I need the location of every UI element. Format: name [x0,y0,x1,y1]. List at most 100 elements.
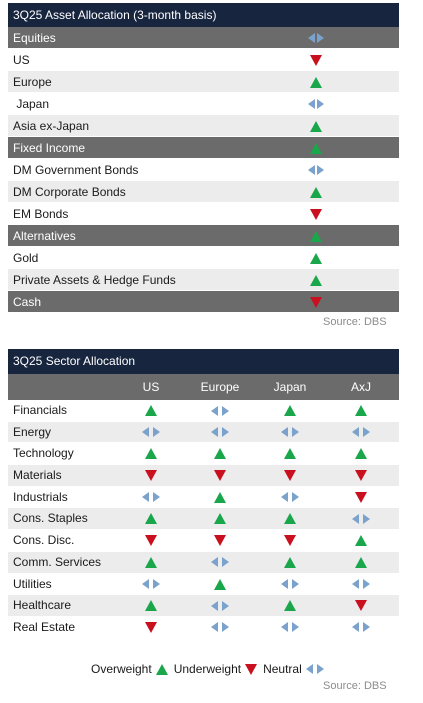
sector-row-utilities: Utilities [8,573,399,596]
asset-row-europe: Europe [8,71,399,93]
neutral-arrows-icon [211,600,229,611]
up-arrow-icon [355,556,367,568]
asset-row-dm-corporate-bonds: DM Corporate Bonds [8,181,399,203]
neutral-arrows-icon [142,492,160,503]
up-arrow-icon [145,556,157,568]
asset-row-asia-ex-japan: Asia ex-Japan [8,115,399,137]
sector-allocation-title: 3Q25 Sector Allocation [8,349,399,374]
sector-signal-us [131,487,171,508]
sector-label: Financials [13,403,68,417]
column-header-europe: Europe [200,380,240,394]
sector-signal-axj [341,400,381,421]
sector-label: Comm. Services [13,554,102,569]
down-arrow-icon [355,491,367,503]
allocation-signal [308,291,324,313]
neutral-arrows-icon [281,579,299,589]
allocation-signal [308,93,324,115]
sector-signal-axj [341,595,381,616]
sector-label: Industrials [13,489,68,504]
neutral-arrows-icon [281,492,299,503]
row-label: DM Corporate Bonds [13,185,126,199]
down-arrow-icon [310,54,322,66]
allocation-signal [308,71,324,93]
sector-label: Technology [13,446,74,461]
up-arrow-icon [355,535,367,547]
neutral-arrows-icon [305,664,324,674]
category-row-fixed-income: Fixed Income [8,137,399,159]
allocation-signal [308,225,324,247]
down-arrow-icon [214,470,226,482]
sector-row-technology: Technology [8,443,399,466]
sector-signal-us [131,530,171,551]
row-label: Gold [13,251,39,265]
legend-underweight-label: Underweight [173,662,242,676]
sector-signal-japan [270,530,310,551]
allocation-signal [308,269,324,291]
neutral-arrows-icon [352,427,370,438]
up-arrow-icon [284,556,296,568]
down-arrow-icon [145,535,157,547]
sector-label: Utilities [13,576,52,591]
neutral-arrows-icon [352,513,370,524]
asset-allocation-title: 3Q25 Asset Allocation (3-month basis) [8,3,399,27]
sector-row-real-estate: Real Estate [8,616,399,639]
sector-signal-us [131,574,171,595]
asset-allocation-table: 3Q25 Asset Allocation (3-month basis) Eq… [8,3,399,313]
up-arrow-icon [214,578,226,590]
neutral-arrows-icon [352,622,370,633]
sector-signal-axj [341,617,381,638]
up-arrow-icon [145,448,157,460]
row-label: Cash [13,295,42,309]
sector-signal-europe [200,487,240,508]
sector-signal-axj [341,422,381,443]
neutral-arrows-icon [211,405,229,416]
sector-label: Energy [13,424,52,439]
allocation-signal [308,27,324,49]
sector-signal-axj [341,487,381,508]
up-arrow-icon [310,76,322,88]
up-arrow-icon [145,600,157,612]
up-arrow-icon [214,491,226,503]
up-arrow-icon [214,448,226,460]
row-label: Private Assets & Hedge Funds [13,273,176,287]
up-arrow-icon [145,405,157,416]
sector-signal-us [131,552,171,573]
sector-signal-europe [200,508,240,529]
neutral-arrows-icon [211,622,229,633]
sector-signal-japan [270,595,310,616]
column-header-japan: Japan [273,380,307,394]
legend-neutral-label: Neutral [263,662,302,676]
row-label: US [13,53,30,67]
down-arrow-icon [145,621,157,633]
asset-row-japan: Japan [8,93,399,115]
neutral-arrows-icon [211,557,229,568]
sector-signal-europe [200,422,240,443]
row-label: Asia ex-Japan [13,119,90,133]
up-arrow-icon [155,663,168,675]
up-arrow-icon [145,513,157,525]
neutral-arrows-icon [211,427,229,438]
sector-row-materials: Materials [8,465,399,487]
up-arrow-icon [310,142,322,154]
sector-label: Materials [13,468,62,483]
sector-signal-axj [341,443,381,464]
up-arrow-icon [355,405,367,416]
asset-row-dm-government-bonds: DM Government Bonds [8,159,399,181]
allocation-signal [308,49,324,71]
allocation-signal [308,247,324,269]
down-arrow-icon [284,470,296,482]
asset-row-private-assets-hedge-funds: Private Assets & Hedge Funds [8,269,399,291]
sector-row-cons-staples: Cons. Staples [8,508,399,531]
up-arrow-icon [310,230,322,242]
sector-signal-us [131,508,171,529]
sector-signal-us [131,465,171,486]
sector-row-cons-disc: Cons. Disc. [8,530,399,552]
up-arrow-icon [284,405,296,416]
sector-signal-axj [341,465,381,486]
sector-row-industrials: Industrials [8,486,399,509]
sector-signal-japan [270,552,310,573]
sector-signal-japan [270,617,310,638]
sector-signal-japan [270,465,310,486]
allocation-signal [308,137,324,159]
sector-signal-japan [270,400,310,421]
